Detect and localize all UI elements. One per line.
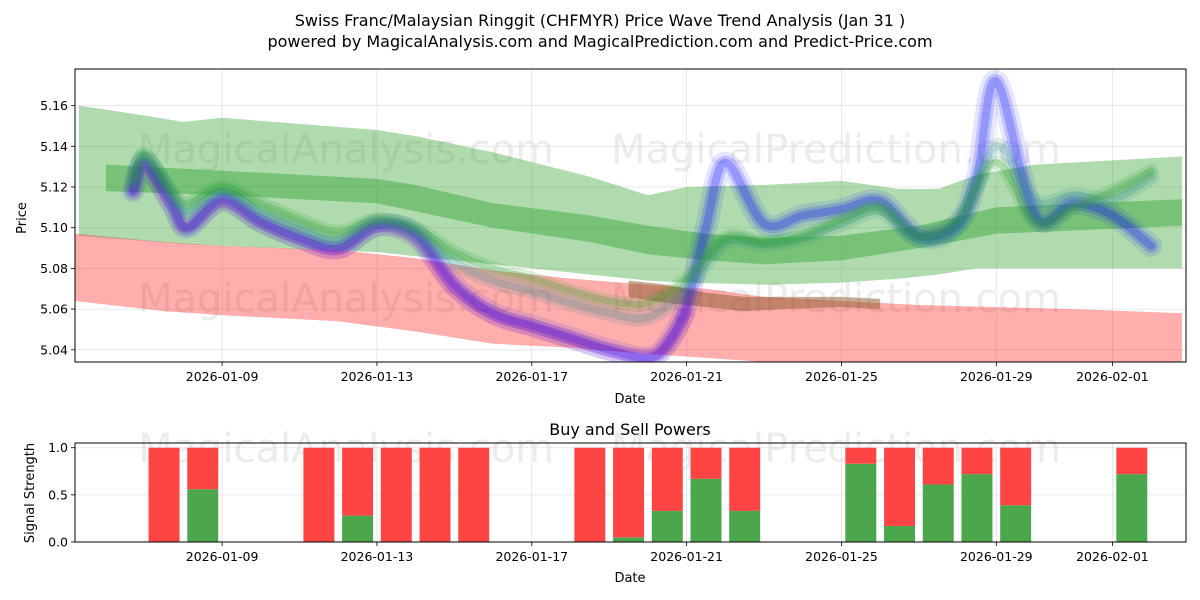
signal-ytick-label-2: 1.0	[48, 440, 68, 455]
sell-bar-6	[458, 447, 490, 542]
watermark-analysis: MagicalAnalysis.com	[138, 127, 554, 173]
price-ytick-label-6: 5.16	[40, 98, 68, 113]
wave-2-stroke-0	[125, 138, 1160, 327]
sell-bar-9	[651, 447, 683, 511]
buy-bar-13	[884, 525, 916, 542]
wave-3-stroke-1	[129, 151, 1155, 309]
price-xlabel: Date	[614, 392, 645, 407]
price-axes: 2026-01-09 2026-01-13 2026-01-17 2026-01-21…	[40, 68, 1187, 384]
price-ytick-label-3: 5.10	[40, 220, 68, 235]
price-xtick-label-2: 2026-01-17	[495, 369, 568, 384]
signal-bars	[148, 447, 1148, 542]
signal-axes: 2026-01-09 2026-01-13 2026-01-17 2026-01-21…	[48, 440, 1187, 564]
wave-2-stroke-1	[129, 142, 1156, 323]
sell-bar-1	[187, 447, 219, 490]
price-ytick-label-1: 5.06	[40, 302, 68, 317]
sell-bar-15	[961, 447, 993, 475]
price-xtick-label-5: 2026-01-29	[960, 369, 1033, 384]
sell-bar-5	[419, 447, 451, 542]
signal-frame	[74, 442, 1187, 543]
price-xtick-label-6: 2026-02-01	[1076, 369, 1149, 384]
band-3	[628, 280, 881, 312]
price-frame	[74, 68, 1187, 363]
wave-1-stroke-1	[128, 161, 692, 362]
buy-bar-10	[690, 478, 722, 542]
signal-xtick-label-3: 2026-01-21	[650, 549, 723, 564]
sell-bar-10	[690, 447, 722, 479]
wave-3-stroke-0	[126, 147, 1159, 312]
price-grid	[75, 69, 1186, 362]
price-xtick-label-0: 2026-01-09	[186, 369, 259, 384]
sell-bar-8	[613, 447, 645, 538]
sell-bar-14	[922, 447, 954, 485]
buy-bar-9	[651, 510, 683, 542]
sell-bar-16	[1000, 447, 1032, 506]
signal-ytick-label-0: 0.0	[48, 535, 68, 550]
sell-bar-11	[729, 447, 761, 511]
buy-bar-16	[1000, 505, 1032, 542]
buy-bar-1	[187, 489, 219, 542]
band-0	[78, 105, 1183, 285]
price-xtick-label-3: 2026-01-21	[650, 369, 723, 384]
price-waves	[122, 70, 1163, 362]
price-ylabel: Price	[15, 202, 30, 234]
signal-chart: Buy and Sell Powers MagicalAnalysis.com …	[23, 420, 1187, 586]
signal-xtick-label-4: 2026-01-25	[805, 549, 878, 564]
buy-bar-15	[961, 474, 993, 542]
signal-xtick-label-6: 2026-02-01	[1076, 549, 1149, 564]
wave-0-stroke-0	[122, 70, 1163, 362]
sell-bar-4	[380, 447, 412, 542]
buy-bar-8	[613, 537, 645, 542]
sell-bar-0	[148, 447, 180, 542]
watermark-prediction: MagicalPrediction.com	[611, 127, 1061, 173]
wave-0-stroke-2	[129, 77, 1156, 362]
buy-bar-12	[845, 463, 877, 542]
sell-bar-3	[342, 447, 374, 516]
sell-bar-2	[303, 447, 335, 542]
price-ytick-label-0: 5.04	[40, 342, 68, 357]
chart-title-line2: powered by MagicalAnalysis.com and Magic…	[267, 32, 932, 51]
sell-bar-13	[884, 447, 916, 526]
price-xtick-label-4: 2026-01-25	[805, 369, 878, 384]
price-ytick-label-5: 5.14	[40, 139, 68, 154]
signal-xtick-label-0: 2026-01-09	[186, 549, 259, 564]
buy-bar-17	[1116, 474, 1148, 542]
buy-bar-11	[729, 510, 761, 542]
chart-title-line1: Swiss Franc/Malaysian Ringgit (CHFMYR) P…	[295, 11, 906, 30]
signal-xtick-label-5: 2026-01-29	[960, 549, 1033, 564]
sell-bar-7	[574, 447, 606, 542]
signal-xlabel: Date	[614, 571, 645, 586]
wave-0-stroke-1	[126, 74, 1159, 362]
signal-title: Buy and Sell Powers	[549, 420, 711, 439]
sell-bar-12	[845, 447, 877, 464]
price-ytick-label-2: 5.08	[40, 261, 68, 276]
buy-bar-14	[922, 484, 954, 542]
band-2	[75, 233, 1183, 362]
signal-xtick-label-1: 2026-01-13	[341, 549, 414, 564]
price-bands	[75, 105, 1183, 362]
price-ytick-label-4: 5.12	[40, 180, 68, 195]
signal-ylabel: Signal Strength	[23, 443, 38, 543]
signal-xtick-label-2: 2026-01-17	[495, 549, 568, 564]
price-xtick-label-1: 2026-01-13	[341, 369, 414, 384]
price-chart: MagicalAnalysis.com MagicalPrediction.co…	[15, 68, 1187, 407]
wave-1-stroke-0	[124, 157, 696, 362]
watermark-analysis-2: MagicalAnalysis.com	[138, 276, 554, 322]
buy-bar-3	[342, 515, 374, 542]
signal-ytick-label-1: 0.5	[48, 487, 68, 502]
band-1	[106, 164, 1183, 265]
sell-bar-17	[1116, 447, 1148, 475]
